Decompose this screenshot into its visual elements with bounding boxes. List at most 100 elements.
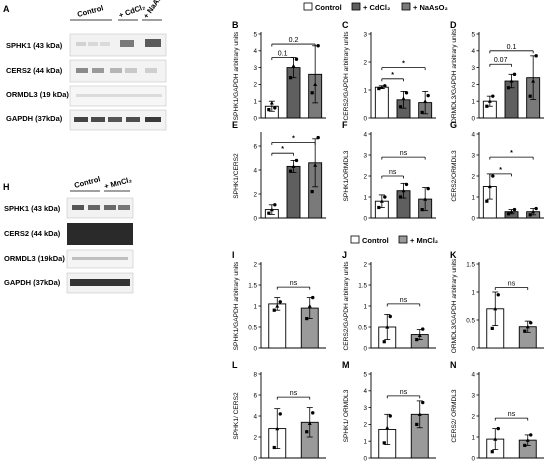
y-tick-label: 1 bbox=[471, 194, 475, 201]
y-axis-label: SPHK1/CERS2 bbox=[233, 153, 240, 199]
panel-letter: N bbox=[450, 360, 457, 370]
y-tick-label: 4 bbox=[253, 167, 257, 174]
y-tick-label: 4 bbox=[363, 388, 367, 395]
panel-letter: C bbox=[342, 20, 349, 30]
data-point bbox=[525, 438, 530, 442]
y-tick-label: 4 bbox=[253, 413, 257, 420]
panel-letter: D bbox=[450, 20, 457, 30]
y-tick-label: 0 bbox=[363, 455, 367, 462]
data-point bbox=[525, 324, 530, 329]
significance-label: 0.1 bbox=[507, 44, 517, 51]
y-tick-label: 0 bbox=[253, 215, 257, 222]
data-point bbox=[273, 203, 277, 207]
significance-label: 0.2 bbox=[289, 37, 299, 44]
data-point bbox=[307, 304, 312, 308]
data-point bbox=[420, 110, 424, 114]
y-axis-label: SPHK1/ORMDL3 bbox=[343, 150, 350, 201]
data-point bbox=[509, 79, 514, 83]
data-point bbox=[401, 188, 406, 193]
y-tick-label: 0.5 bbox=[466, 317, 475, 324]
y-tick-label: 1 bbox=[363, 439, 367, 446]
y-axis-label: CERS2/GAPDH arbitrary units bbox=[343, 31, 350, 121]
y-axis-label: CERS2/ORMDL3 bbox=[451, 150, 458, 202]
data-point bbox=[267, 211, 271, 215]
data-point bbox=[278, 300, 282, 304]
data-point bbox=[491, 174, 495, 178]
y-tick-label: 8 bbox=[253, 371, 257, 378]
data-point bbox=[496, 426, 500, 431]
data-point bbox=[426, 93, 430, 98]
data-point bbox=[528, 213, 532, 217]
data-point bbox=[288, 76, 293, 80]
data-point bbox=[267, 108, 271, 112]
y-tick-label: 4 bbox=[253, 48, 257, 55]
significance-label: * bbox=[391, 72, 394, 79]
blot-a-header-as: + NaAsO₂ bbox=[141, 0, 168, 20]
data-point bbox=[512, 72, 517, 77]
data-point bbox=[404, 182, 409, 187]
panel-letter: K bbox=[450, 250, 457, 260]
y-tick-label: 2 bbox=[253, 82, 257, 89]
data-point bbox=[509, 209, 514, 214]
data-point bbox=[307, 421, 312, 425]
y-axis-label: ORMDL3/GAPDH arbitrary units bbox=[451, 258, 458, 353]
data-point bbox=[401, 96, 406, 100]
y-tick-label: 1 bbox=[363, 303, 367, 310]
data-point bbox=[313, 82, 318, 86]
y-tick-label: 0.5 bbox=[358, 324, 367, 331]
panel-letter-h: H bbox=[3, 182, 10, 192]
legend-swatch-as bbox=[401, 2, 411, 11]
blot-a: A Control + CdCl₂ + NaAsO₂ SPHK1 (43 kDa… bbox=[3, 0, 169, 131]
data-point bbox=[423, 197, 428, 201]
significance-label: 0.1 bbox=[278, 51, 288, 58]
y-tick-label: 1 bbox=[253, 303, 257, 310]
y-tick-label: 1 bbox=[253, 99, 257, 106]
legend-label: + NaAsO₂ bbox=[413, 3, 448, 12]
y-tick-label: 0 bbox=[471, 345, 475, 352]
panel-letter: B bbox=[232, 20, 239, 30]
legend-top: Control + CdCl₂ + NaAsO₂ bbox=[303, 2, 448, 12]
y-tick-label: 4 bbox=[471, 48, 475, 55]
y-axis-label: SPHK1/GAPDH arbitrary units bbox=[233, 31, 240, 120]
y-tick-label: 0 bbox=[253, 455, 257, 462]
data-point bbox=[398, 195, 403, 199]
data-point bbox=[311, 411, 315, 415]
y-tick-label: 6 bbox=[253, 392, 257, 399]
y-tick-label: 1 bbox=[471, 289, 475, 296]
y-axis-label: CERS2/GAPDH arbitrary units bbox=[343, 261, 350, 351]
data-point bbox=[294, 158, 299, 163]
significance-label: ns bbox=[290, 390, 298, 397]
data-point bbox=[496, 293, 500, 297]
data-point bbox=[273, 106, 277, 110]
significance-label: ns bbox=[508, 281, 516, 288]
y-tick-label: 0 bbox=[471, 115, 475, 122]
y-tick-label: 2 bbox=[253, 261, 257, 268]
y-tick-label: 2 bbox=[363, 173, 367, 180]
legend-label: + CdCl₂ bbox=[363, 3, 390, 12]
blot-a-headers: Control + CdCl₂ + NaAsO₂ bbox=[70, 0, 169, 21]
blot-a-header-cd: + CdCl₂ bbox=[118, 2, 147, 20]
data-point bbox=[529, 433, 533, 437]
blot-h-row-label: GAPDH (37kDa) bbox=[4, 278, 61, 287]
y-tick-label: 1 bbox=[363, 87, 367, 94]
data-point bbox=[291, 63, 296, 68]
data-point bbox=[534, 206, 538, 211]
blot-h-bands bbox=[66, 197, 134, 294]
data-point bbox=[379, 85, 384, 89]
data-point bbox=[531, 79, 536, 83]
data-point bbox=[310, 190, 314, 194]
significance-label: ns bbox=[389, 169, 397, 176]
y-tick-label: 2 bbox=[471, 173, 475, 180]
y-tick-label: 2 bbox=[363, 261, 367, 268]
data-point bbox=[420, 208, 424, 212]
panel-letter-a: A bbox=[3, 4, 10, 14]
y-tick-label: 5 bbox=[363, 371, 367, 378]
data-point bbox=[506, 212, 511, 216]
legend-swatch-mn bbox=[398, 235, 408, 244]
legend-swatch-cd bbox=[351, 2, 361, 11]
data-point bbox=[423, 99, 428, 103]
chart-panel-l: L SPHK1/ CERS2 0 2 4 6 8 ns bbox=[232, 360, 326, 462]
data-point bbox=[385, 325, 390, 329]
